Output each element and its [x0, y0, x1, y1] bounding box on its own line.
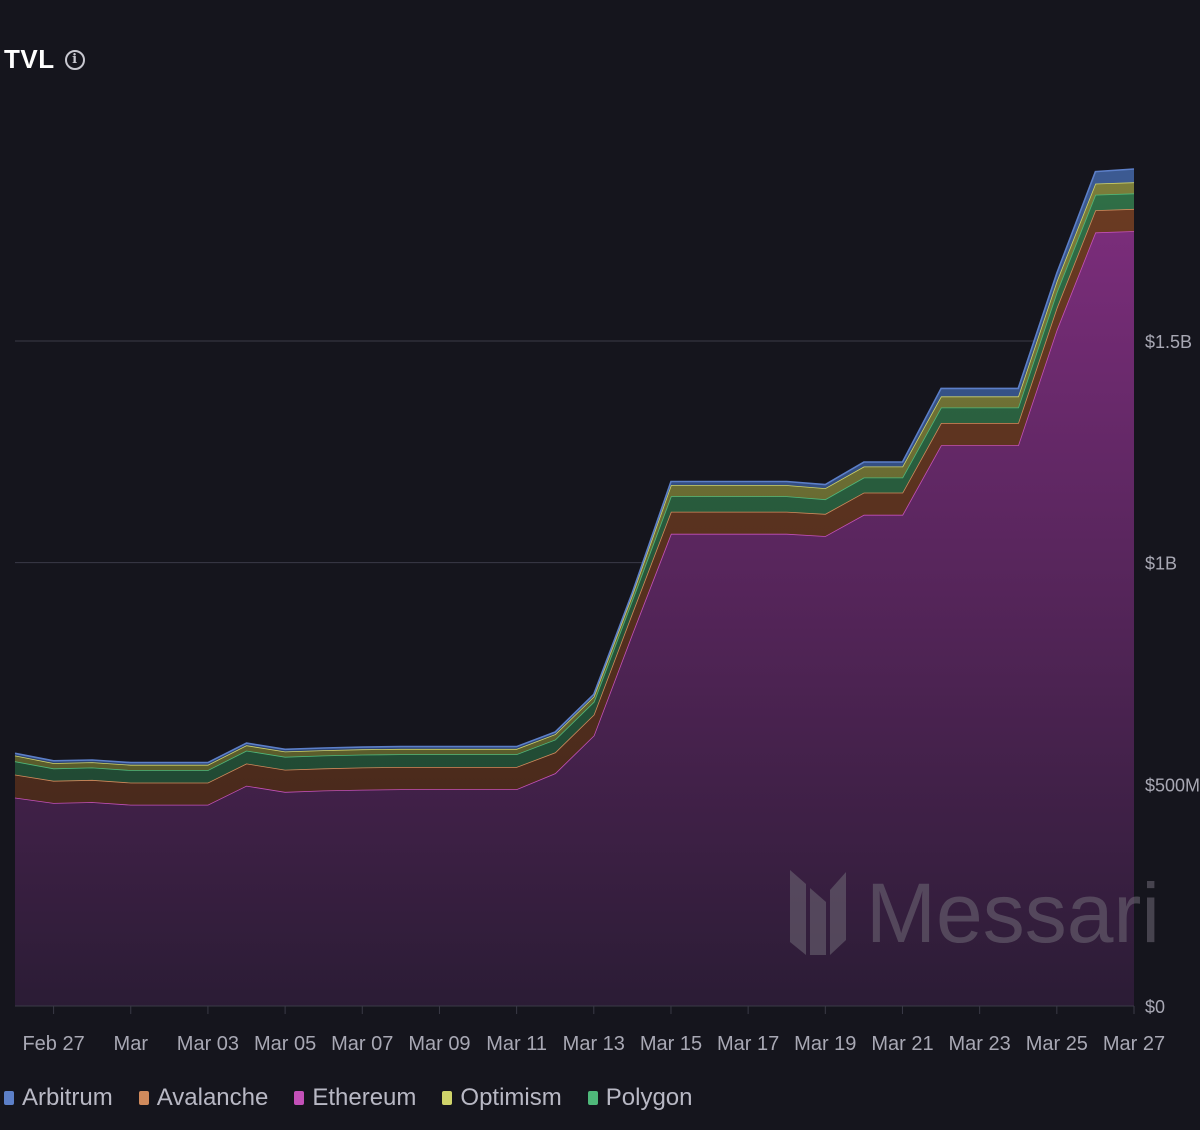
x-tick-label: Mar 11 [486, 1033, 547, 1055]
chart-title: TVL [4, 44, 55, 74]
legend-item-polygon[interactable]: Polygon [587, 1084, 693, 1112]
x-tick-label: Mar 07 [331, 1033, 393, 1055]
x-tick-label: Mar 13 [563, 1033, 625, 1055]
tvl-stacked-area-chart: Messari $0 $500M $1B $1.5B Feb 27 Mar Mar 03 M… [14, 168, 1200, 1055]
legend-item-optimism[interactable]: Optimism [442, 1084, 562, 1112]
x-tick-label: Mar 19 [794, 1033, 856, 1055]
chart-header: TVL i [4, 44, 85, 75]
legend-swatch [587, 1091, 598, 1105]
x-tick-label: Mar 05 [254, 1033, 316, 1055]
y-tick-label: $500M [1145, 775, 1200, 795]
y-tick-label: $1B [1145, 554, 1177, 574]
messari-watermark: Messari [790, 866, 1160, 960]
x-tick-label: Mar 15 [640, 1033, 702, 1055]
x-tick-label: Mar [114, 1033, 149, 1055]
watermark-text: Messari [866, 866, 1160, 960]
legend-label: Ethereum [312, 1084, 417, 1111]
legend-item-avalanche[interactable]: Avalanche [138, 1084, 269, 1112]
legend-swatch [4, 1091, 14, 1105]
legend-label: Polygon [605, 1084, 693, 1111]
info-icon[interactable]: i [64, 49, 85, 70]
x-tick-label: Mar 17 [717, 1033, 779, 1055]
area-ethereum [15, 231, 1134, 1007]
x-tick-label: Mar 23 [949, 1033, 1011, 1055]
y-tick-label: $1.5B [1145, 332, 1192, 352]
legend-item-ethereum[interactable]: Ethereum [294, 1084, 416, 1112]
messari-logo-icon [790, 870, 846, 955]
legend-label: Avalanche [156, 1084, 269, 1111]
x-tick-label: Mar 25 [1026, 1033, 1088, 1055]
y-tick-label: $0 [1145, 997, 1165, 1017]
legend-item-arbitrum[interactable]: Arbitrum [4, 1084, 113, 1112]
x-tick-label: Mar 09 [408, 1033, 470, 1055]
legend-label: Optimism [460, 1084, 562, 1111]
legend: Arbitrum Avalanche Ethereum Optimism Polygon [4, 1084, 692, 1112]
line-arbitrum [14, 168, 1135, 764]
legend-swatch [138, 1091, 149, 1105]
x-tick-label: Mar 03 [177, 1033, 239, 1055]
legend-swatch [294, 1091, 305, 1105]
y-axis: $0 $500M $1B $1.5B [1145, 332, 1200, 1017]
x-tick-label: Mar 27 [1103, 1033, 1165, 1055]
legend-label: Arbitrum [22, 1084, 113, 1111]
legend-swatch [442, 1091, 453, 1105]
x-axis: Feb 27 Mar Mar 03 Mar 05 Mar 07 Mar 09 Mar 11 M… [22, 1006, 1165, 1055]
x-tick-label: Feb 27 [22, 1033, 84, 1055]
series-areas [14, 168, 1135, 1007]
series-arbitrum [14, 168, 1135, 765]
x-tick-label: Mar 21 [871, 1033, 933, 1055]
